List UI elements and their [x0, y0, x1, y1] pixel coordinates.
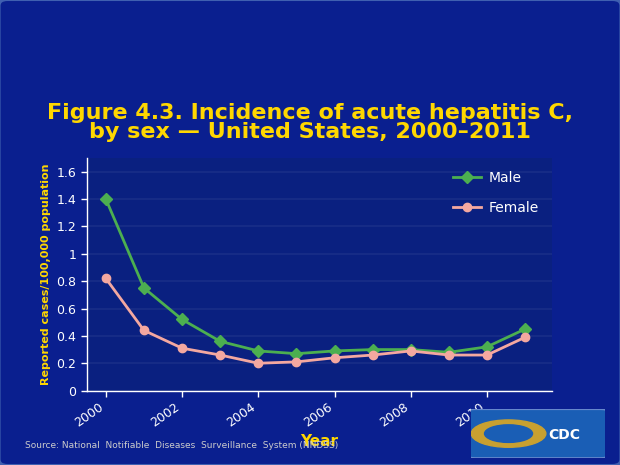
- Male: [445, 350, 453, 355]
- Female: [369, 352, 376, 358]
- Male: [369, 347, 376, 352]
- Female: [521, 334, 529, 340]
- Female: [331, 355, 339, 360]
- Female: [102, 276, 110, 281]
- Male: [255, 348, 262, 354]
- Male: [293, 351, 300, 357]
- Text: by sex — United States, 2000–2011: by sex — United States, 2000–2011: [89, 122, 531, 142]
- Male: [331, 348, 339, 354]
- Male: [216, 339, 224, 344]
- FancyBboxPatch shape: [467, 409, 608, 458]
- Female: [140, 328, 148, 333]
- Male: [521, 326, 529, 332]
- Female: [407, 348, 415, 354]
- Circle shape: [471, 420, 546, 447]
- Line: Female: Female: [102, 274, 529, 367]
- Male: [102, 196, 110, 202]
- Male: [407, 347, 415, 352]
- Text: CDC: CDC: [549, 428, 580, 442]
- Circle shape: [485, 425, 533, 442]
- Female: [216, 352, 224, 358]
- Male: [179, 317, 186, 322]
- Legend: Male, Female: Male, Female: [448, 165, 545, 221]
- Line: Male: Male: [102, 195, 529, 358]
- X-axis label: Year: Year: [300, 434, 339, 449]
- Male: [483, 344, 490, 350]
- Female: [179, 345, 186, 351]
- Female: [483, 352, 490, 358]
- Female: [445, 352, 453, 358]
- Female: [293, 359, 300, 365]
- Female: [255, 360, 262, 366]
- Y-axis label: Reported cases/100,000 population: Reported cases/100,000 population: [41, 164, 51, 385]
- Male: [140, 285, 148, 291]
- Text: Source: National  Notifiable  Diseases  Surveillance  System (NNDSS): Source: National Notifiable Diseases Sur…: [25, 441, 338, 450]
- Text: Figure 4.3. Incidence of acute hepatitis C,: Figure 4.3. Incidence of acute hepatitis…: [47, 103, 573, 123]
